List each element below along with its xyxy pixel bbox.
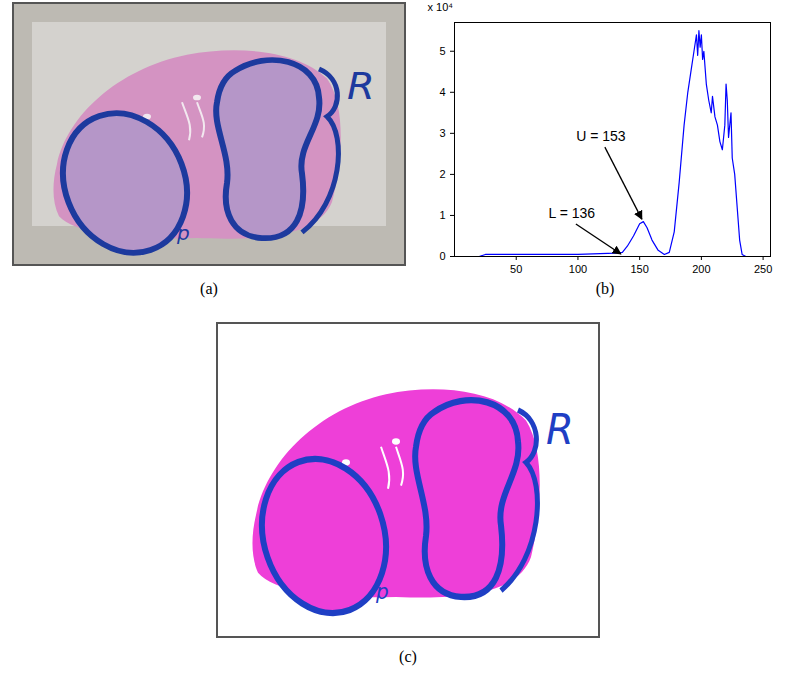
svg-text:50: 50: [510, 263, 522, 275]
svg-text:x 10⁴: x 10⁴: [428, 1, 454, 13]
svg-text:U = 153: U = 153: [576, 128, 626, 144]
svg-text:p: p: [176, 222, 190, 244]
svg-text:p: p: [375, 580, 389, 605]
html-text:(c): (c): [399, 648, 417, 665]
svg-text:200: 200: [692, 263, 710, 275]
svg-text:3: 3: [439, 127, 445, 139]
svg-text:250: 250: [754, 263, 772, 275]
svg-text:4: 4: [439, 86, 445, 98]
svg-text:100: 100: [569, 263, 587, 275]
html-text:(b): (b): [595, 280, 615, 297]
html-text:(a): (a): [200, 280, 218, 297]
svg-text:R: R: [347, 64, 375, 108]
svg-text:150: 150: [630, 263, 648, 275]
svg-text:L = 136: L = 136: [549, 205, 596, 221]
svg-text:5: 5: [439, 45, 445, 57]
svg-text:2: 2: [439, 168, 445, 180]
svg-text:R: R: [546, 405, 574, 454]
svg-text:1: 1: [439, 209, 445, 221]
svg-text:0: 0: [439, 250, 445, 262]
